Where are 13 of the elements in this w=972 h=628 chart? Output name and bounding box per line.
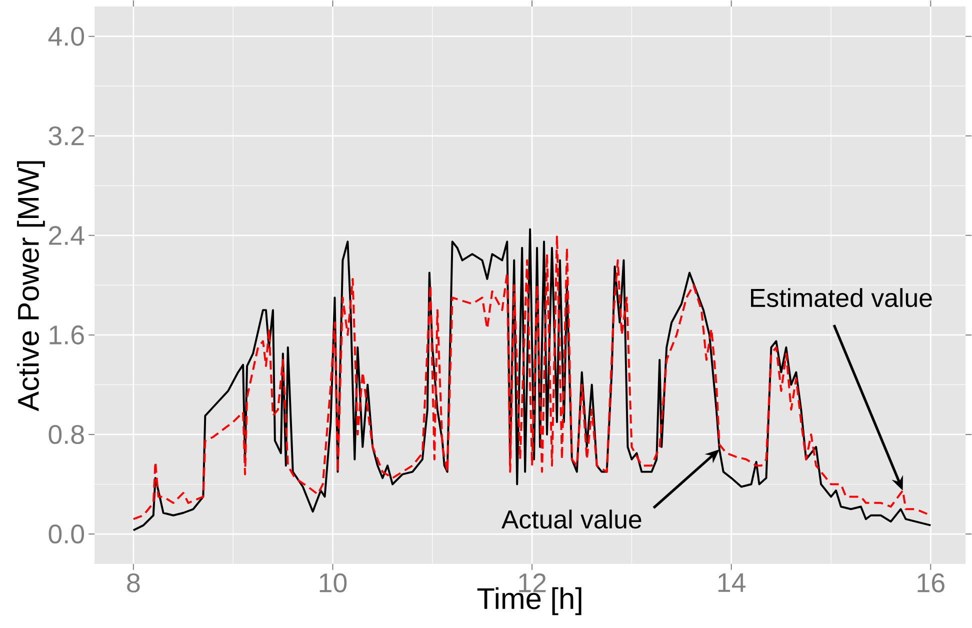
x-tick-label: 14: [718, 574, 746, 592]
y-tick-label: 0.8: [48, 425, 84, 444]
y-tick-label: 4.0: [48, 27, 84, 46]
y-axis-title: Active Power [MW]: [17, 161, 45, 412]
y-tick-label: 1.6: [50, 326, 84, 345]
annotation: Estimated value: [751, 288, 932, 308]
x-tick-label: 8: [127, 574, 140, 593]
x-tick-label: 10: [320, 574, 347, 593]
x-tick-label: 16: [918, 574, 944, 593]
y-tick-label: 3.2: [48, 126, 84, 146]
y-tick-label: 2.4: [49, 226, 84, 245]
y-tick-label: 0.0: [48, 524, 84, 544]
annotation: Actual value: [501, 510, 642, 529]
